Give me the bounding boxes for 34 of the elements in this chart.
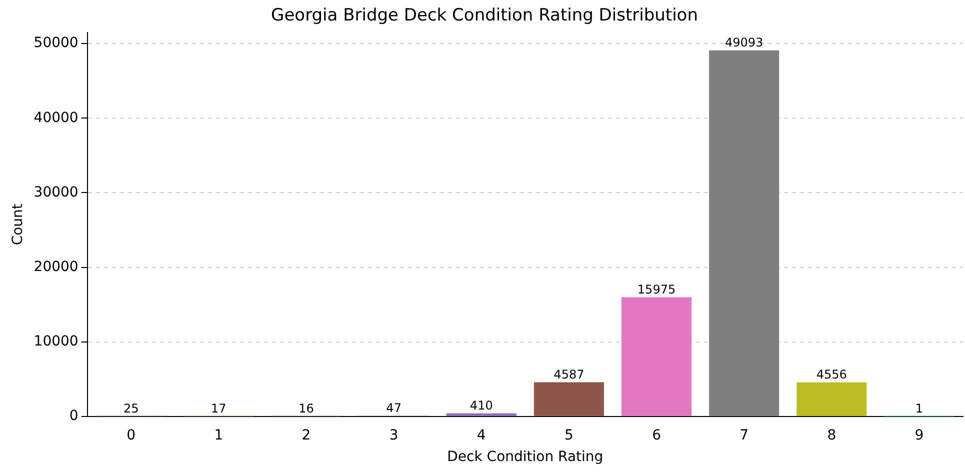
x-tick-label: 7 bbox=[740, 427, 749, 444]
x-tick-label: 5 bbox=[564, 427, 574, 444]
data-label: 47 bbox=[386, 401, 402, 416]
data-label: 49093 bbox=[724, 35, 764, 50]
y-tick-label: 30000 bbox=[34, 184, 78, 200]
y-axis-title: Count bbox=[10, 203, 26, 246]
x-tick-label: 2 bbox=[302, 427, 311, 444]
x-tick-label: 6 bbox=[652, 427, 662, 444]
chart-title: Georgia Bridge Deck Condition Rating Distribution bbox=[271, 6, 698, 26]
data-label: 410 bbox=[470, 398, 493, 412]
y-tick-label: 0 bbox=[69, 408, 78, 424]
bar bbox=[446, 413, 516, 416]
data-label: 1 bbox=[915, 402, 924, 416]
x-tick-label: 9 bbox=[914, 427, 924, 444]
bar bbox=[796, 382, 867, 416]
y-tick-label: 40000 bbox=[34, 110, 78, 126]
x-tick-label: 0 bbox=[126, 427, 136, 444]
x-tick-label: 8 bbox=[827, 427, 836, 444]
y-tick-label: 50000 bbox=[34, 35, 78, 52]
x-axis-title: Deck Condition Rating bbox=[447, 449, 604, 466]
x-tick-label: 4 bbox=[476, 427, 486, 444]
x-tick-label: 1 bbox=[214, 427, 224, 444]
data-label: 4556 bbox=[816, 368, 847, 382]
x-tick-label: 3 bbox=[389, 427, 398, 444]
data-label: 15975 bbox=[637, 282, 676, 296]
data-label: 4587 bbox=[554, 367, 584, 382]
data-label: 17 bbox=[211, 401, 226, 416]
bar bbox=[709, 50, 780, 416]
data-label: 25 bbox=[123, 401, 139, 416]
bar bbox=[621, 297, 692, 416]
data-label: 16 bbox=[298, 401, 314, 416]
y-tick-label: 20000 bbox=[34, 258, 78, 275]
bar bbox=[534, 382, 604, 416]
y-tick-label: 10000 bbox=[34, 333, 78, 350]
